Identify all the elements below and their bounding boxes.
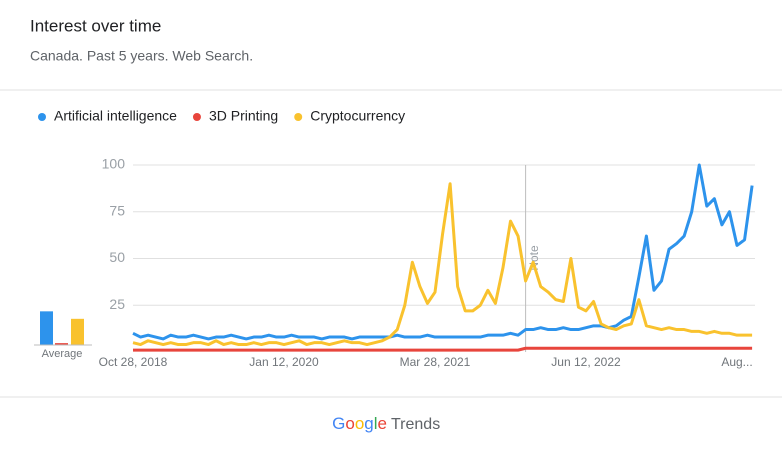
- legend-dot: [294, 113, 303, 121]
- legend-dot: [38, 113, 46, 121]
- y-tick-label: 75: [109, 202, 125, 218]
- y-tick-label: 50: [109, 249, 125, 265]
- x-tick-label: Jan 12, 2020: [249, 355, 319, 369]
- note-label: Note: [527, 245, 541, 271]
- chart-title: Interest over time: [30, 16, 161, 35]
- average-bar: [71, 318, 84, 345]
- legend-label: Artificial intelligence: [54, 108, 177, 124]
- series-line: [132, 182, 753, 347]
- x-tick-label: Jun 12, 2022: [551, 355, 621, 369]
- legend-label: Cryptocurrency: [310, 108, 405, 124]
- product-name: Trends: [391, 416, 440, 433]
- y-tick-label: 100: [102, 156, 126, 172]
- chart-subtitle: Canada. Past 5 years. Web Search.: [30, 48, 253, 64]
- average-bar: [55, 343, 68, 345]
- x-tick-label: Mar 28, 2021: [400, 355, 471, 369]
- average-label: Average: [42, 348, 83, 360]
- series-line: [133, 346, 753, 352]
- x-tick-label: Aug...: [721, 355, 752, 369]
- brand-logo: Google: [332, 414, 387, 433]
- legend-label: 3D Printing: [209, 108, 278, 124]
- y-tick-label: 25: [109, 296, 125, 312]
- x-tick-label: Oct 28, 2018: [99, 355, 168, 369]
- legend-dot: [192, 113, 201, 121]
- series-line: [132, 163, 754, 341]
- average-bar: [40, 311, 53, 345]
